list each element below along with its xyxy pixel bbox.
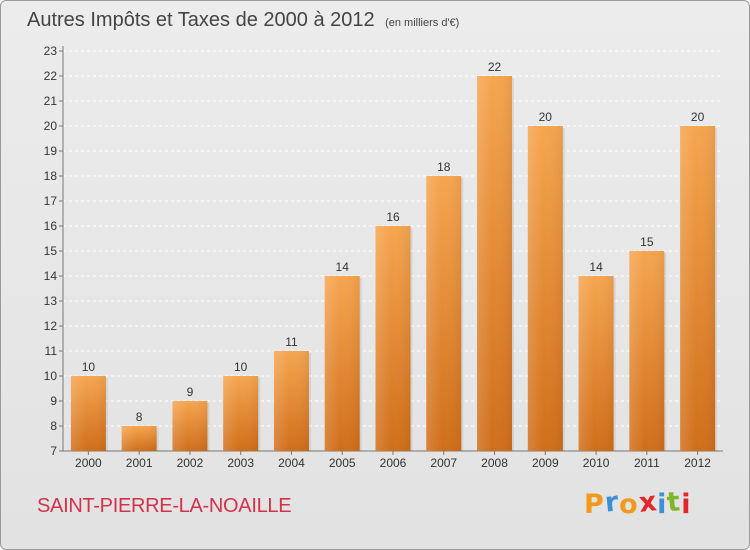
- x-tick-label: 2002: [177, 456, 204, 470]
- logo-letter: i: [681, 489, 692, 520]
- bar-sheen: [324, 276, 360, 451]
- y-tick-label: 21: [44, 94, 58, 108]
- bar-sheen: [426, 176, 462, 451]
- y-tick-label: 20: [44, 119, 58, 133]
- x-tick-label: 2007: [430, 456, 457, 470]
- data-label: 10: [234, 360, 248, 374]
- logo-letter: o: [619, 489, 639, 520]
- data-label: 11: [285, 335, 298, 349]
- bar-sheen: [70, 376, 106, 451]
- x-tick-label: 2005: [329, 456, 356, 470]
- y-tick-label: 10: [44, 369, 58, 383]
- logo-letter: i: [657, 489, 668, 520]
- logo-letter: r: [603, 486, 621, 519]
- bar-sheen: [121, 426, 157, 451]
- y-tick-label: 22: [44, 69, 58, 83]
- data-label: 10: [82, 360, 96, 374]
- x-tick-label: 2008: [481, 456, 508, 470]
- data-label: 15: [640, 235, 654, 249]
- x-tick-label: 2012: [684, 456, 711, 470]
- y-tick-label: 14: [44, 269, 58, 283]
- bar-sheen: [680, 126, 716, 451]
- x-tick-label: 2009: [532, 456, 559, 470]
- y-tick-label: 18: [44, 169, 58, 183]
- data-label: 14: [589, 260, 603, 274]
- chart-title: Autres Impôts et Taxes de 2000 à 2012: [27, 9, 375, 31]
- data-label: 8: [136, 410, 143, 424]
- x-tick-label: 2004: [278, 456, 305, 470]
- data-label: 9: [187, 385, 194, 399]
- y-tick-label: 7: [50, 444, 57, 458]
- chart-header: Autres Impôts et Taxes de 2000 à 2012 (e…: [27, 9, 459, 32]
- commune-name: SAINT-PIERRE-LA-NOAILLE: [37, 495, 292, 517]
- data-label: 18: [437, 160, 451, 174]
- y-tick-label: 13: [44, 294, 58, 308]
- data-label: 20: [691, 110, 705, 124]
- proxiti-logo[interactable]: Proxiti: [584, 486, 692, 520]
- data-label: 16: [386, 210, 400, 224]
- bar-sheen: [172, 401, 208, 451]
- bar-sheen: [375, 226, 411, 451]
- bar-sheen: [629, 251, 665, 451]
- x-tick-label: 2010: [583, 456, 610, 470]
- x-tick-label: 2006: [380, 456, 407, 470]
- y-tick-label: 11: [45, 344, 58, 358]
- bar-sheen: [527, 126, 563, 451]
- y-tick-label: 15: [44, 244, 58, 258]
- x-tick-label: 2001: [126, 456, 153, 470]
- y-tick-label: 9: [50, 394, 57, 408]
- bar-sheen: [223, 376, 259, 451]
- y-tick-label: 17: [44, 194, 58, 208]
- data-label: 14: [336, 260, 350, 274]
- bar-sheen: [273, 351, 309, 451]
- data-label: 22: [488, 60, 502, 74]
- y-tick-label: 19: [44, 144, 58, 158]
- bar-sheen: [578, 276, 614, 451]
- y-tick-label: 12: [44, 319, 58, 333]
- x-tick-label: 2000: [75, 456, 102, 470]
- y-tick-label: 16: [44, 219, 58, 233]
- data-label: 20: [539, 110, 553, 124]
- logo-letter: x: [637, 486, 659, 519]
- chart-subtitle: (en milliers d'€): [385, 17, 460, 29]
- logo-letter: P: [584, 489, 605, 520]
- bar-sheen: [477, 76, 513, 451]
- y-tick-label: 8: [50, 419, 57, 433]
- y-tick-label: 23: [44, 44, 58, 58]
- x-tick-label: 2011: [634, 456, 660, 470]
- x-tick-label: 2003: [227, 456, 254, 470]
